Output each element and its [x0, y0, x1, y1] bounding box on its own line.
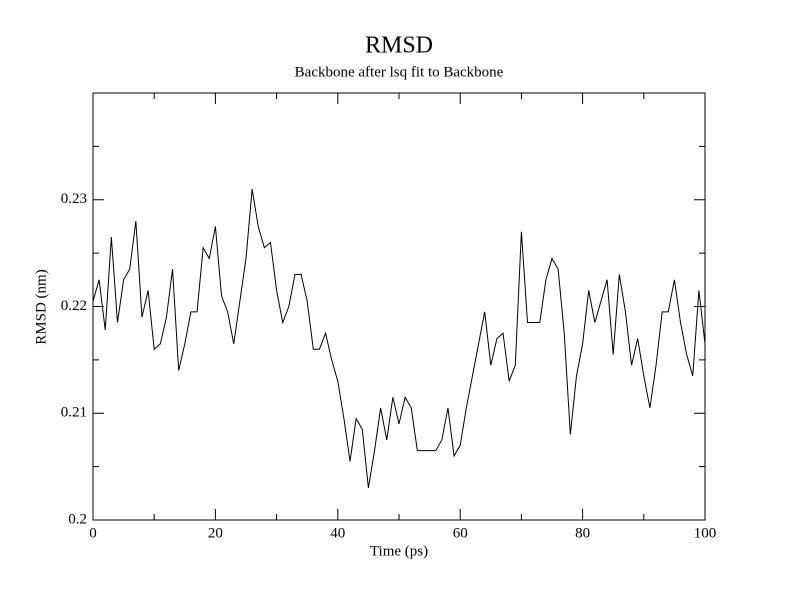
- x-axis-label: Time (ps): [370, 543, 428, 559]
- x-tick-label: 40: [330, 525, 345, 541]
- y-tick-label: 0.22: [61, 298, 87, 314]
- y-tick-label: 0.2: [68, 511, 87, 527]
- chart-subtitle: Backbone after lsq fit to Backbone: [295, 64, 504, 80]
- y-axis-label: RMSD (nm): [33, 269, 49, 344]
- y-tick-label: 0.21: [61, 405, 87, 421]
- x-tick-label: 0: [89, 525, 97, 541]
- chart-title: RMSD: [365, 33, 433, 59]
- x-tick-label: 80: [575, 525, 590, 541]
- x-tick-label: 100: [694, 525, 717, 541]
- x-tick-label: 60: [453, 525, 468, 541]
- data-line: [92, 188, 706, 489]
- x-tick-label: 20: [208, 525, 223, 541]
- y-tick-label: 0.23: [61, 191, 87, 207]
